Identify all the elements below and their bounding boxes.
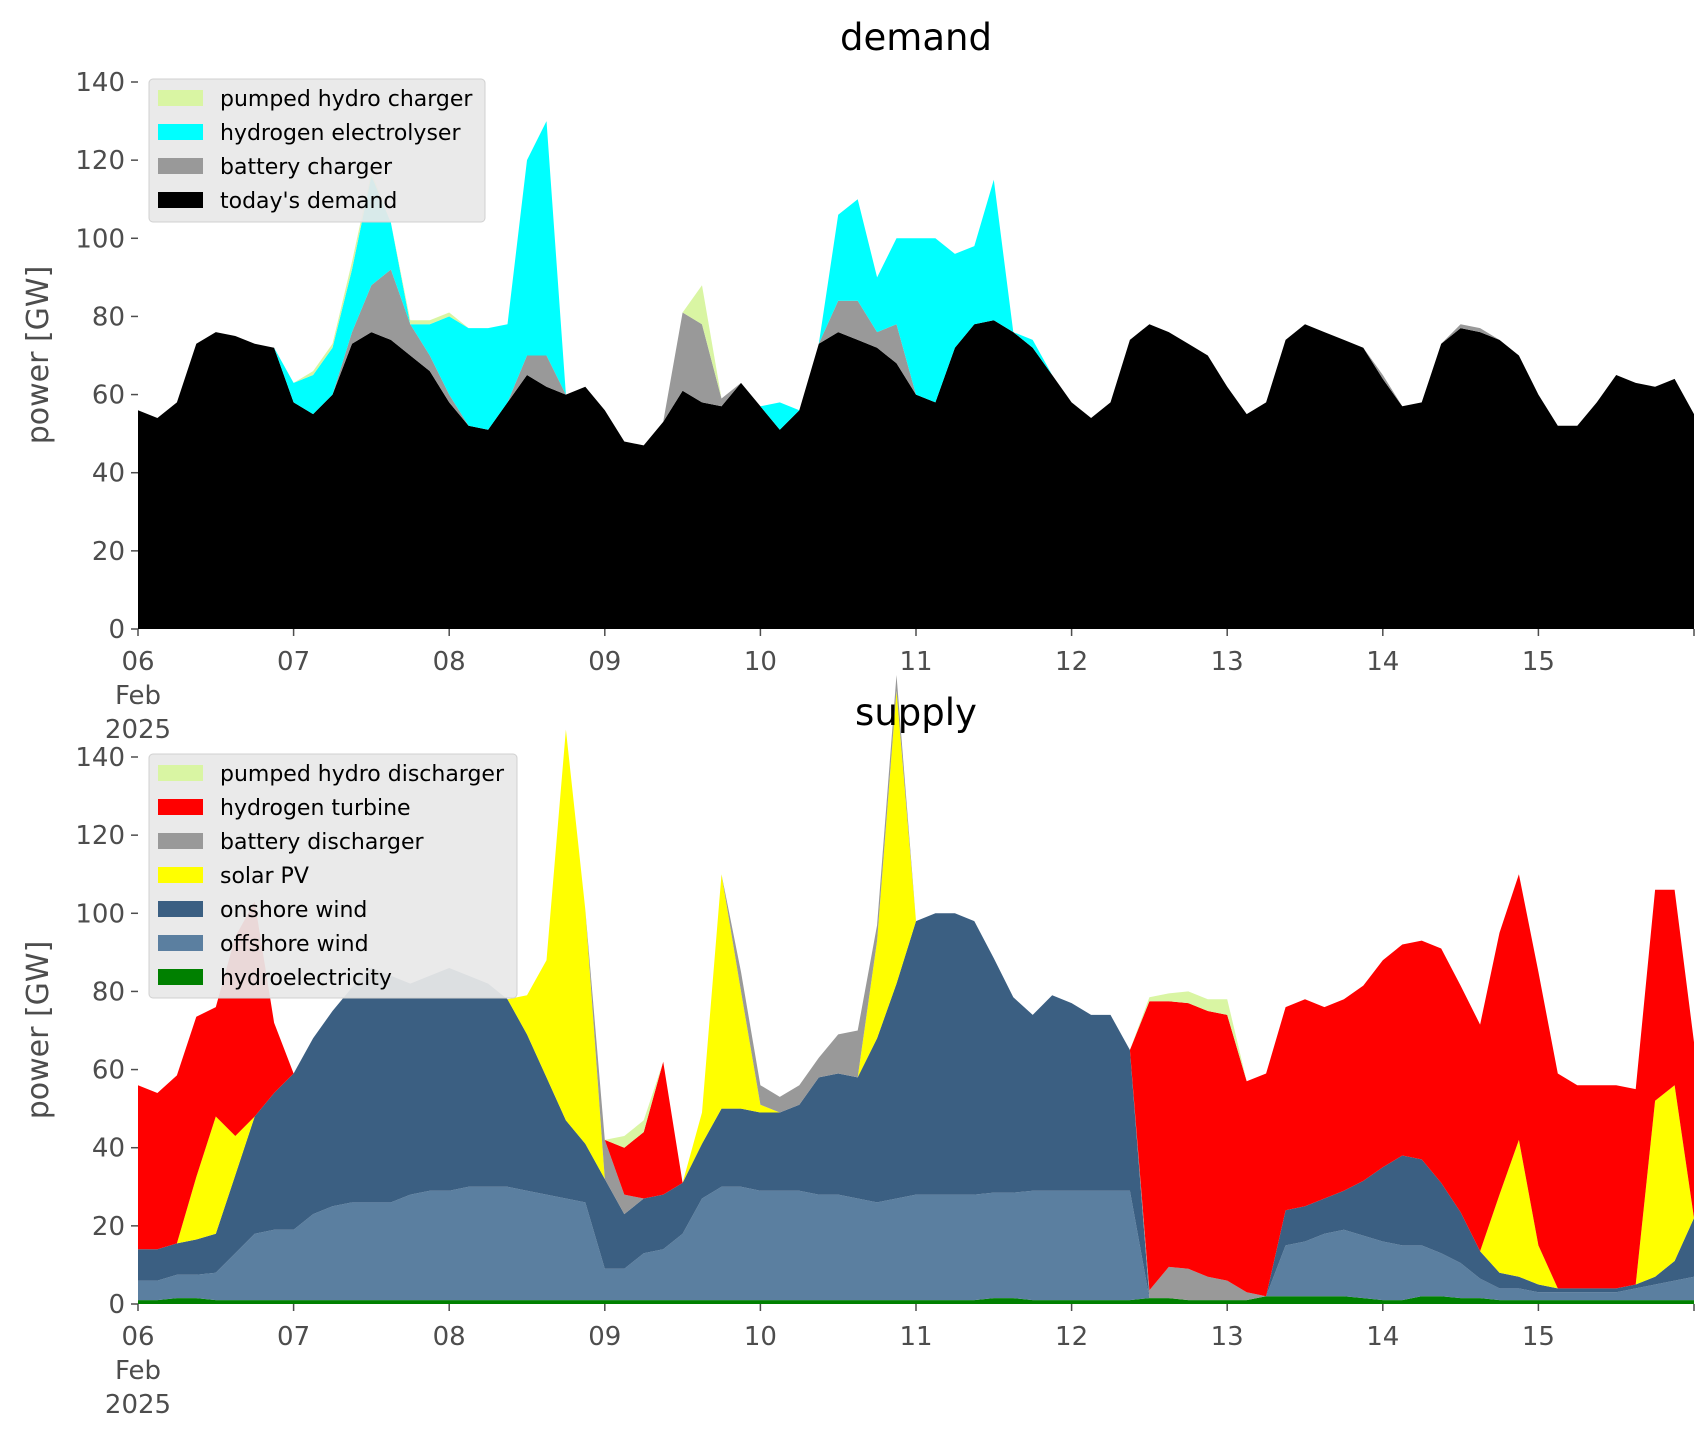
x-tick-label: 07 [277,647,310,677]
x-tick-label: 15 [1522,647,1555,677]
chart-panel-supply: supply power [GW] 0 20 40 60 80 100 120 140 06 Feb 2… [21,675,1695,1420]
legend-swatch-hydrogen-electrolyser [158,124,203,140]
y-tick-label: 20 [92,537,125,567]
chart-panel-demand: demand power [GW] 0 20 40 60 80 100 120 140 06 Feb 2… [21,16,1695,745]
legend-swatch-hydroelectricity [158,969,203,985]
x-tick-label: 12 [1055,1322,1088,1352]
x-tick-label: 13 [1211,1322,1244,1352]
x-tick-sublabel: Feb [115,681,161,711]
legend-swatch-pumped-hydro-discharger [158,765,203,781]
x-tick-label: 06 [121,647,154,677]
y-tick-label: 20 [92,1212,125,1242]
legend-label-solar-pv: solar PV [220,864,309,889]
chart-title: demand [840,16,992,59]
x-tick-label: 09 [588,1322,621,1352]
x-tick-label: 13 [1211,647,1244,677]
y-axis-label: power [GW] [21,266,56,445]
x-tick-label: 10 [744,647,777,677]
legend-box [148,78,486,223]
legend-swatch-hydrogen-turbine [158,799,203,815]
legend-swatch-today-s-demand [158,192,203,208]
x-tick-sublabel: 2025 [105,1390,171,1420]
legend-label-battery-discharger: battery discharger [220,830,425,855]
y-tick-label: 100 [75,899,125,929]
area-today-s-demand [138,320,1694,629]
x-tick-label: 12 [1055,647,1088,677]
legend-swatch-battery-discharger [158,833,203,849]
legend-label-hydrogen-electrolyser: hydrogen electrolyser [220,121,461,146]
area-hydrogen-turbine [138,675,1694,1297]
x-tick-label: 14 [1366,647,1399,677]
legend-label-pumped-hydro-charger: pumped hydro charger [220,87,473,112]
legend-label-onshore-wind: onshore wind [220,898,367,923]
y-tick-label: 140 [75,743,125,773]
legend-label-battery-charger: battery charger [220,155,393,180]
legend-label-hydroelectricity: hydroelectricity [220,966,392,991]
x-tick-label: 06 [121,1322,154,1352]
legend-label-today-s-demand: today's demand [220,189,397,214]
x-tick-label: 08 [433,1322,466,1352]
x-tick-label: 10 [744,1322,777,1352]
legend: pumped hydro charger hydrogen electrolyse… [148,78,486,223]
x-tick-label: 09 [588,647,621,677]
x-tick-label: 07 [277,1322,310,1352]
legend-swatch-offshore-wind [158,935,203,951]
y-tick-label: 0 [108,615,125,645]
x-tick-sublabel: Feb [115,1356,161,1386]
legend-swatch-solar-pv [158,867,203,883]
y-axis-label: power [GW] [21,941,56,1120]
area-hydrogen-electrolyser [138,121,1694,446]
legend: pumped hydro discharger hydrogen turbine b… [148,753,518,999]
y-tick-label: 40 [92,459,125,489]
y-tick-label: 60 [92,381,125,411]
legend-label-hydrogen-turbine: hydrogen turbine [220,796,411,821]
chart-title: supply [855,691,977,734]
y-tick-label: 120 [75,821,125,851]
legend-swatch-pumped-hydro-charger [158,90,203,106]
y-tick-label: 100 [75,224,125,254]
y-tick-label: 140 [75,68,125,98]
x-tick-label: 08 [433,647,466,677]
y-tick-label: 0 [108,1290,125,1320]
legend-label-offshore-wind: offshore wind [220,932,369,957]
y-tick-label: 120 [75,146,125,176]
legend-swatch-onshore-wind [158,901,203,917]
x-tick-label: 14 [1366,1322,1399,1352]
legend-box [148,753,518,999]
y-tick-label: 80 [92,302,125,332]
x-tick-label: 11 [899,647,932,677]
y-tick-label: 40 [92,1134,125,1164]
area-offshore-wind [138,1186,1694,1301]
area-onshore-wind [138,913,1694,1301]
y-tick-label: 80 [92,977,125,1007]
x-tick-label: 11 [899,1322,932,1352]
x-tick-sublabel: 2025 [105,715,171,745]
x-tick-label: 15 [1522,1322,1555,1352]
legend-label-pumped-hydro-discharger: pumped hydro discharger [220,762,505,787]
legend-swatch-battery-charger [158,158,203,174]
y-tick-label: 60 [92,1056,125,1086]
